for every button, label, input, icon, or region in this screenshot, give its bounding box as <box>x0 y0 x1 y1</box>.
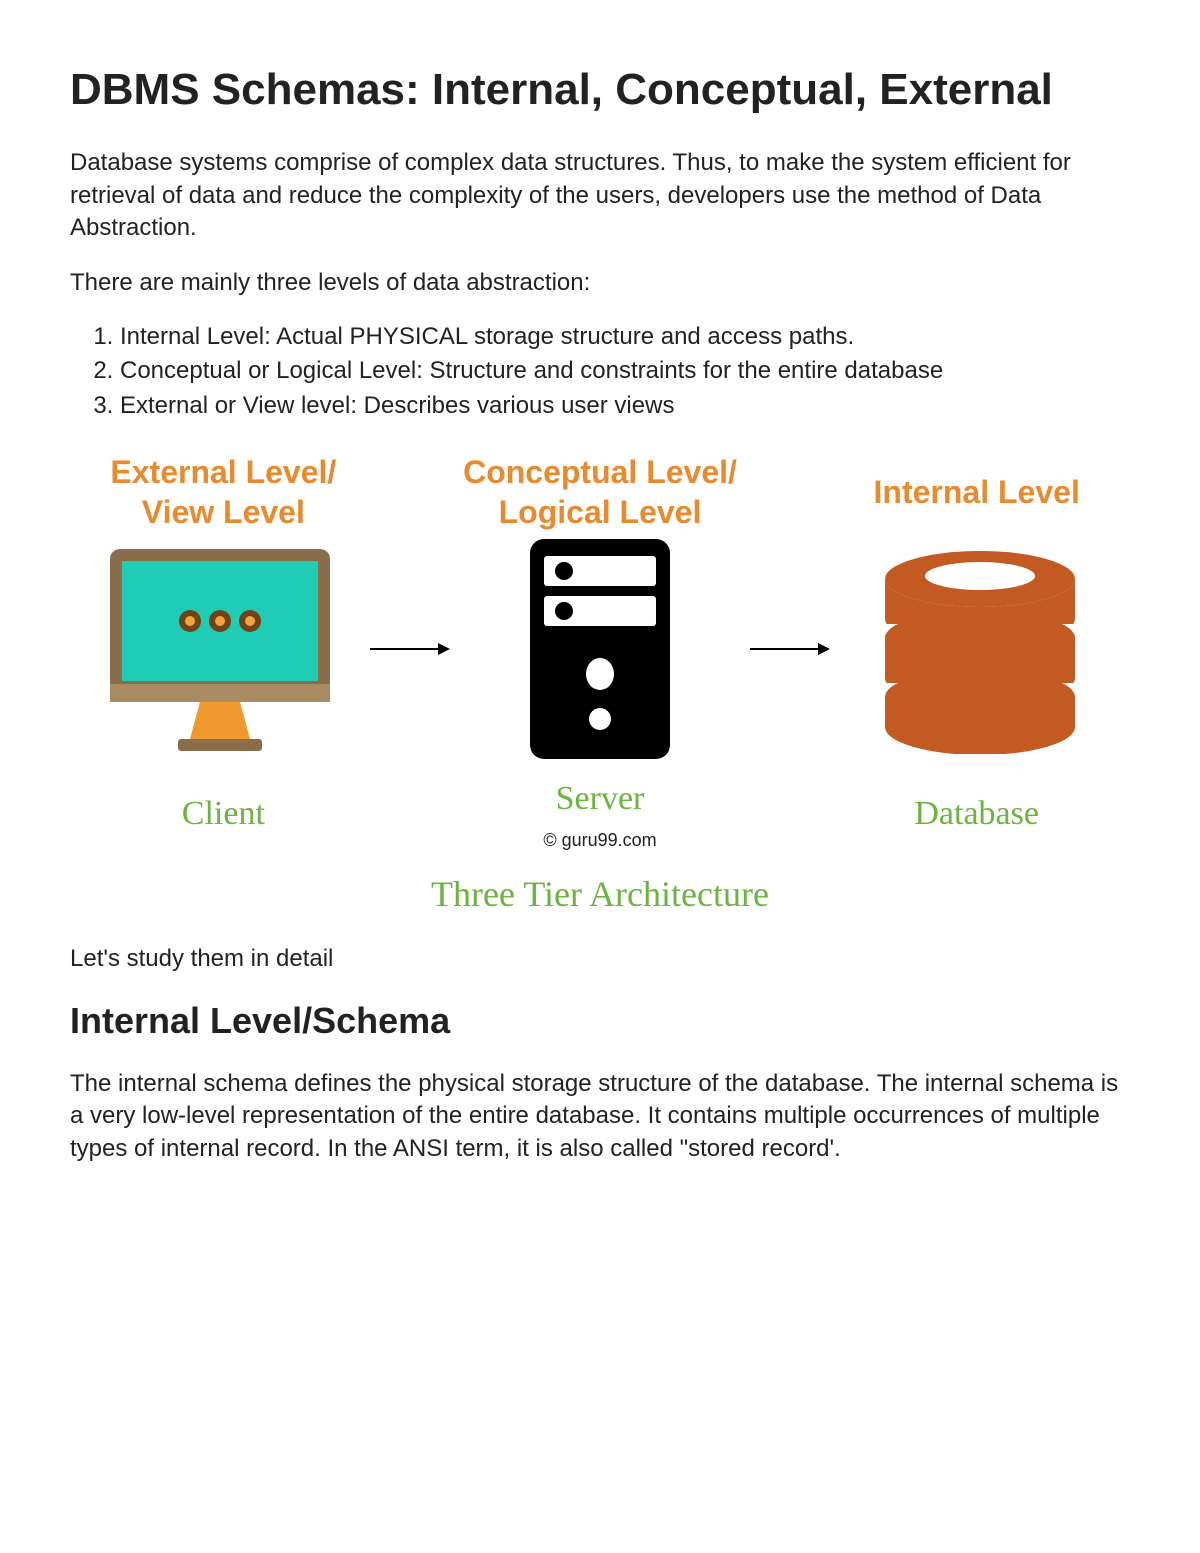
copyright-text: © guru99.com <box>447 828 754 852</box>
three-tier-diagram: External Level/ View Level Conceptual Le… <box>70 450 1130 919</box>
arrow-icon <box>750 639 830 659</box>
intro-paragraph-1: Database systems comprise of complex dat… <box>70 147 1130 244</box>
arrow-icon <box>370 639 450 659</box>
external-level-label: External Level/ View Level <box>70 450 377 534</box>
database-label: Database <box>823 791 1130 837</box>
internal-level-heading: Internal Level/Schema <box>70 997 1130 1046</box>
conceptual-level-label: Conceptual Level/ Logical Level <box>447 450 754 534</box>
page-title: DBMS Schemas: Internal, Conceptual, Exte… <box>70 60 1130 119</box>
diagram-caption: Three Tier Architecture <box>70 870 1130 919</box>
list-item: Conceptual or Logical Level: Structure a… <box>120 355 1130 387</box>
server-label: Server <box>447 776 754 822</box>
client-label: Client <box>70 791 377 837</box>
list-item: Internal Level: Actual PHYSICAL storage … <box>120 321 1130 353</box>
monitor-icon <box>90 539 350 759</box>
server-icon <box>510 534 690 764</box>
lead-text: Let's study them in detail <box>70 943 1130 975</box>
internal-level-label: Internal Level <box>823 450 1130 534</box>
list-item: External or View level: Describes variou… <box>120 390 1130 422</box>
database-icon <box>870 544 1090 754</box>
intro-paragraph-2: There are mainly three levels of data ab… <box>70 267 1130 299</box>
internal-level-body: The internal schema defines the physical… <box>70 1068 1130 1165</box>
abstraction-levels-list: Internal Level: Actual PHYSICAL storage … <box>120 321 1130 422</box>
